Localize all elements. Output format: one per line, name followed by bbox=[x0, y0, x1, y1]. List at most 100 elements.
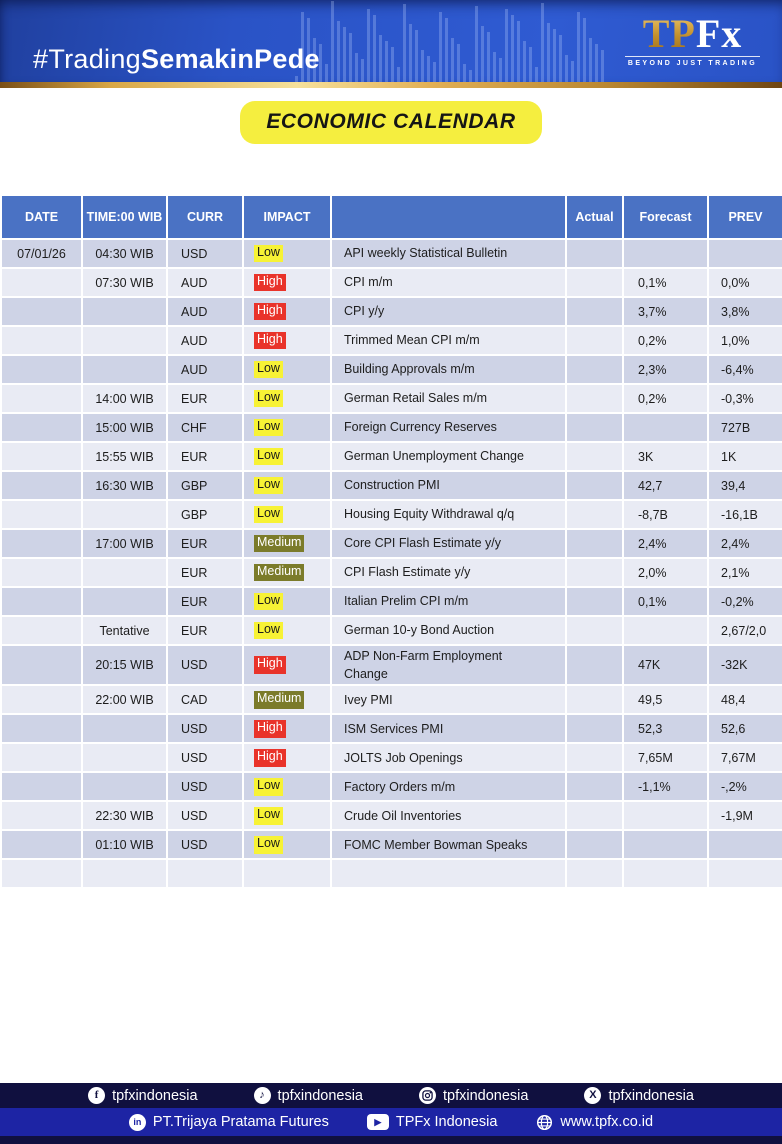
cell-curr: USD bbox=[166, 643, 244, 687]
cell-event: Crude Oil Inventories bbox=[330, 800, 567, 832]
cell-time: 22:00 WIB bbox=[81, 684, 168, 716]
table-row: 14:00 WIB EUR Low German Retail Sales m/m 0,… bbox=[0, 383, 782, 414]
table-row: EUR Medium CPI Flash Estimate y/y 2,0% 2,1% bbox=[0, 557, 782, 588]
table-row: AUD Low Building Approvals m/m 2,3% -6,4% bbox=[0, 354, 782, 385]
cell-forecast: 2,4% bbox=[622, 528, 709, 559]
impact-badge-medium: Medium bbox=[254, 534, 305, 553]
cell-forecast: 0,2% bbox=[622, 383, 709, 414]
logo-fx: Fx bbox=[695, 11, 743, 56]
social-link-youtube[interactable]: ▶ TPFx Indonesia bbox=[366, 1114, 498, 1130]
cell-forecast: 0,1% bbox=[622, 586, 709, 617]
cell-curr: GBP bbox=[166, 499, 244, 530]
cell-date bbox=[0, 325, 83, 356]
cell-curr: EUR bbox=[166, 441, 244, 472]
social-label: TPFx Indonesia bbox=[395, 1114, 498, 1130]
cell-prev: 3,8% bbox=[707, 296, 782, 327]
cell-actual bbox=[565, 615, 624, 646]
cell-actual bbox=[565, 383, 624, 414]
impact-badge-medium: Medium bbox=[254, 563, 305, 582]
cell-time: 07:30 WIB bbox=[81, 267, 168, 298]
cell-impact: Low bbox=[242, 412, 332, 443]
logo-tagline: BEYOND JUST TRADING bbox=[625, 56, 760, 67]
cell-forecast: 42,7 bbox=[622, 470, 709, 501]
table-row: 07:30 WIB AUD High CPI m/m 0,1% 0,0% bbox=[0, 267, 782, 298]
cell-prev: 0,0% bbox=[707, 267, 782, 298]
table-row: 01:10 WIB USD Low FOMC Member Bowman Speaks bbox=[0, 829, 782, 861]
table-row: EUR Low Italian Prelim CPI m/m 0,1% -0,2% bbox=[0, 586, 782, 617]
facebook-icon: f bbox=[88, 1087, 106, 1104]
cell-curr: CAD bbox=[166, 684, 244, 716]
cell-date bbox=[0, 470, 83, 501]
cell-curr: CHF bbox=[166, 412, 244, 443]
cell-curr: USD bbox=[166, 800, 244, 832]
social-link-linkedin[interactable]: in PT.Trijaya Pratama Futures bbox=[128, 1113, 329, 1131]
cell-prev: 39,4 bbox=[707, 470, 782, 501]
cell-curr: AUD bbox=[166, 354, 244, 385]
cell-event: German Retail Sales m/m bbox=[330, 383, 567, 414]
cell-time bbox=[81, 499, 168, 530]
col-header-event bbox=[330, 194, 567, 240]
impact-badge-low: Low bbox=[254, 476, 283, 495]
cell-time: Tentative bbox=[81, 615, 168, 646]
cell-actual bbox=[565, 557, 624, 588]
cell-impact: High bbox=[242, 325, 332, 356]
table-header: DATE TIME:00 WIB CURR IMPACT Actual Forecast P… bbox=[0, 194, 782, 240]
social-link-instagram[interactable]: tpfxindonesia bbox=[419, 1087, 528, 1104]
cell-forecast bbox=[622, 615, 709, 646]
cell-prev: 2,4% bbox=[707, 528, 782, 559]
cell-time bbox=[81, 713, 168, 745]
table-row: 17:00 WIB EUR Medium Core CPI Flash Estimat… bbox=[0, 528, 782, 559]
social-bar-primary: f tpfxindonesia ♪ tpfxindonesia tpfxindonesi… bbox=[0, 1083, 782, 1108]
cell-event: CPI m/m bbox=[330, 267, 567, 298]
cell-forecast: 49,5 bbox=[622, 684, 709, 716]
cell-date bbox=[0, 684, 83, 716]
cell-event: CPI Flash Estimate y/y bbox=[330, 557, 567, 588]
cell-date bbox=[0, 742, 83, 774]
cell-curr: AUD bbox=[166, 325, 244, 356]
table-row: 07/01/26 04:30 WIB USD Low API weekly Statis… bbox=[0, 238, 782, 269]
cell-time bbox=[81, 354, 168, 385]
table-row: 22:30 WIB USD Low Crude Oil Inventories -1,9… bbox=[0, 800, 782, 832]
cell-forecast: 52,3 bbox=[622, 713, 709, 745]
impact-badge-high: High bbox=[254, 331, 286, 350]
impact-badge-low: Low bbox=[254, 835, 283, 854]
cell-forecast: 2,3% bbox=[622, 354, 709, 385]
impact-badge-high: High bbox=[254, 302, 286, 321]
cell-time bbox=[81, 325, 168, 356]
social-label: tpfxindonesia bbox=[277, 1087, 363, 1104]
impact-badge-high: High bbox=[254, 748, 286, 767]
social-link-facebook[interactable]: f tpfxindonesia bbox=[88, 1087, 198, 1104]
cell-time bbox=[81, 742, 168, 774]
cell-curr: EUR bbox=[166, 586, 244, 617]
social-link-tiktok[interactable]: ♪ tpfxindonesia bbox=[253, 1087, 363, 1104]
cell-time bbox=[81, 557, 168, 588]
cell-event bbox=[330, 858, 567, 890]
table-row: 22:00 WIB CAD Medium Ivey PMI 49,5 48,4 bbox=[0, 684, 782, 716]
impact-badge-low: Low bbox=[254, 505, 283, 524]
cell-prev: -32K bbox=[707, 643, 782, 687]
cell-actual bbox=[565, 800, 624, 832]
impact-badge-low: Low bbox=[254, 447, 283, 466]
cell-prev: 2,67/2,0 bbox=[707, 615, 782, 646]
cell-event: Ivey PMI bbox=[330, 684, 567, 716]
banner-hashtag: #TradingSemakinPede bbox=[33, 44, 320, 75]
cell-prev: 52,6 bbox=[707, 713, 782, 745]
cell-event: Construction PMI bbox=[330, 470, 567, 501]
hashtag-regular: #Trading bbox=[33, 44, 141, 74]
social-link-globe[interactable]: www.tpfx.co.id bbox=[535, 1113, 653, 1131]
table-row: Tentative EUR Low German 10-y Bond Auction 2… bbox=[0, 615, 782, 646]
cell-actual bbox=[565, 643, 624, 687]
cell-time bbox=[81, 771, 168, 803]
col-header-actual: Actual bbox=[565, 194, 624, 240]
cell-curr: EUR bbox=[166, 383, 244, 414]
cell-actual bbox=[565, 296, 624, 327]
cell-date bbox=[0, 267, 83, 298]
cell-impact: Low bbox=[242, 829, 332, 861]
cell-impact: Low bbox=[242, 615, 332, 646]
cell-event: Building Approvals m/m bbox=[330, 354, 567, 385]
cell-event: German Unemployment Change bbox=[330, 441, 567, 472]
economic-calendar-table: DATE TIME:00 WIB CURR IMPACT Actual Forecast P… bbox=[0, 194, 782, 890]
cell-time: 20:15 WIB bbox=[81, 643, 168, 687]
